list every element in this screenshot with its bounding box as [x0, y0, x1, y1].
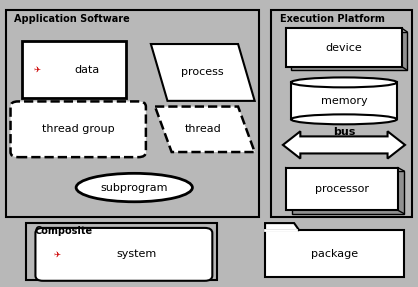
Text: package: package: [311, 249, 358, 259]
Text: system: system: [116, 249, 156, 259]
Bar: [286, 168, 398, 210]
Bar: [291, 32, 407, 70]
Bar: [265, 230, 404, 277]
Text: thread group: thread group: [42, 124, 115, 134]
Polygon shape: [283, 131, 405, 158]
Text: subprogram: subprogram: [100, 183, 168, 193]
Text: Execution Platform: Execution Platform: [280, 14, 385, 24]
Text: ✈: ✈: [33, 65, 40, 74]
Bar: [286, 28, 402, 67]
Ellipse shape: [291, 77, 397, 87]
Polygon shape: [155, 106, 255, 152]
Polygon shape: [265, 223, 299, 230]
Bar: [291, 82, 397, 119]
Text: process: process: [181, 67, 224, 77]
Ellipse shape: [291, 114, 397, 124]
Text: device: device: [326, 42, 362, 53]
Text: bus: bus: [333, 127, 355, 137]
Bar: [271, 10, 413, 217]
Text: thread: thread: [184, 124, 221, 134]
Polygon shape: [151, 44, 255, 101]
Ellipse shape: [76, 173, 192, 202]
Text: Composite: Composite: [35, 226, 93, 236]
Text: Application Software: Application Software: [14, 14, 130, 24]
Bar: [22, 41, 126, 98]
Bar: [26, 223, 217, 280]
Text: memory: memory: [321, 96, 367, 106]
FancyBboxPatch shape: [36, 228, 212, 281]
Text: data: data: [74, 65, 99, 75]
FancyBboxPatch shape: [10, 101, 146, 157]
Bar: [292, 171, 404, 214]
Text: processor: processor: [315, 184, 369, 194]
Bar: [5, 10, 259, 217]
Text: ✈: ✈: [54, 250, 61, 259]
